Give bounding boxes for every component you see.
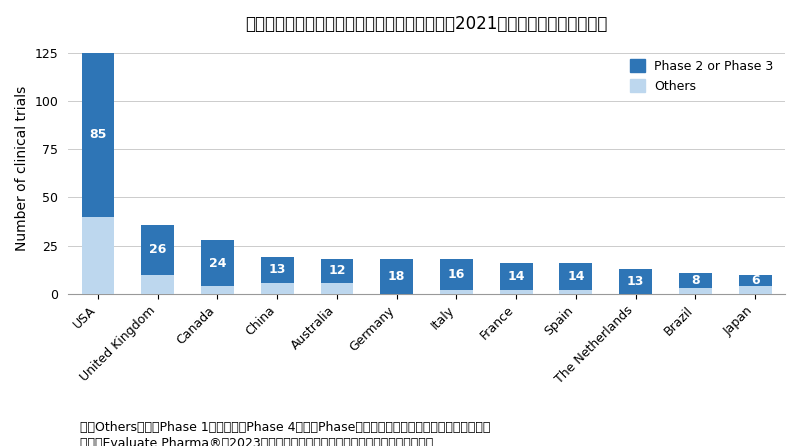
Bar [142,224,174,275]
Bar [500,263,533,290]
Text: 85: 85 [90,128,106,141]
Bar [201,286,234,294]
Legend: Phase 2 or Phase 3, Others: Phase 2 or Phase 3, Others [625,54,778,98]
Y-axis label: Number of clinical trials: Number of clinical trials [15,86,29,251]
Bar [679,273,712,288]
Bar [261,257,294,282]
Bar [738,275,771,286]
Text: 26: 26 [149,243,166,256]
Bar [619,269,652,294]
Bar [82,53,114,217]
Bar [261,282,294,294]
Bar [440,259,473,290]
Bar [380,259,413,294]
Text: 出所：Evaluate Pharma®（2023年９月時点）をもとに医薬産業政策研究所にて作成: 出所：Evaluate Pharma®（2023年９月時点）をもとに医薬産業政策… [80,437,434,446]
Title: 図１　各国における遺伝子治療の臨床試験数（2021年１月１日以降に開始）: 図１ 各国における遺伝子治療の臨床試験数（2021年１月１日以降に開始） [246,15,608,33]
Text: 14: 14 [507,270,525,283]
Text: 24: 24 [209,257,226,270]
Text: 6: 6 [751,274,759,287]
Bar [201,240,234,286]
Bar [679,288,712,294]
Text: 12: 12 [328,264,346,277]
Bar [321,282,354,294]
Text: 13: 13 [269,264,286,277]
Text: 14: 14 [567,270,585,283]
Bar [142,275,174,294]
Bar [500,290,533,294]
Text: 8: 8 [691,274,700,287]
Bar [559,263,592,290]
Text: 13: 13 [627,275,644,288]
Bar [738,286,771,294]
Text: 18: 18 [388,270,406,283]
Bar [82,217,114,294]
Text: 16: 16 [448,268,465,281]
Text: 注：Othersには、Phase 1試験の他、Phase 4試験やPhaseに関する情報がない臨床試験が含まれる: 注：Othersには、Phase 1試験の他、Phase 4試験やPhaseに関… [80,421,490,434]
Bar [321,259,354,282]
Bar [559,290,592,294]
Bar [440,290,473,294]
